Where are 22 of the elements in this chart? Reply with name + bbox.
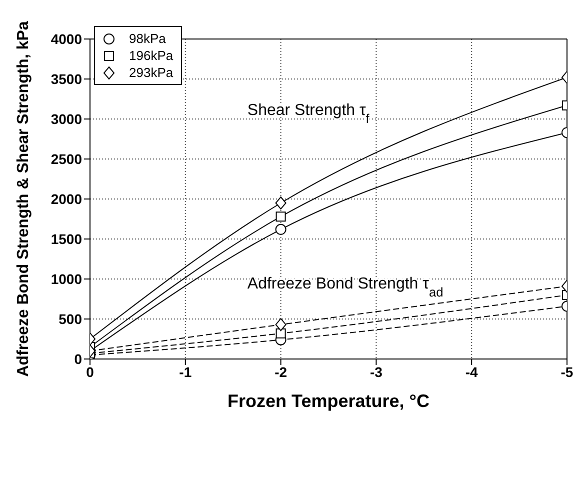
y-tick-label: 2000 <box>50 190 82 207</box>
y-tick-label: 1500 <box>50 230 82 247</box>
y-tick-label: 1000 <box>50 270 82 287</box>
y-tick-label: 3500 <box>50 70 82 87</box>
x-tick-label: 0 <box>86 364 94 380</box>
x-tick-label: -1 <box>179 364 192 380</box>
y-tick-label: 0 <box>74 350 82 367</box>
y-axis-title: Adfreeze Bond Strength & Shear Strength, kPa <box>15 21 32 377</box>
annotation: Adfreeze Bond Strength τ$_{ad}$ <box>247 276 444 300</box>
x-tick-label: -3 <box>370 364 383 380</box>
annotation: Shear Strength τ$_{f}$ <box>247 102 370 126</box>
legend-label: 98kPa <box>129 30 166 47</box>
x-tick-label: -5 <box>560 364 574 380</box>
x-axis-title: Frozen Temperature, °C <box>228 391 430 411</box>
legend-label: 293kPa <box>129 64 174 81</box>
x-tick-label: -4 <box>465 364 478 380</box>
x-tick-label: -2 <box>274 364 288 380</box>
y-tick-label: 2500 <box>50 150 82 167</box>
y-tick-label: 500 <box>58 310 82 327</box>
y-tick-label: 3000 <box>50 110 82 127</box>
y-tick-label: 4000 <box>50 30 82 47</box>
legend-label: 196kPa <box>129 47 174 64</box>
